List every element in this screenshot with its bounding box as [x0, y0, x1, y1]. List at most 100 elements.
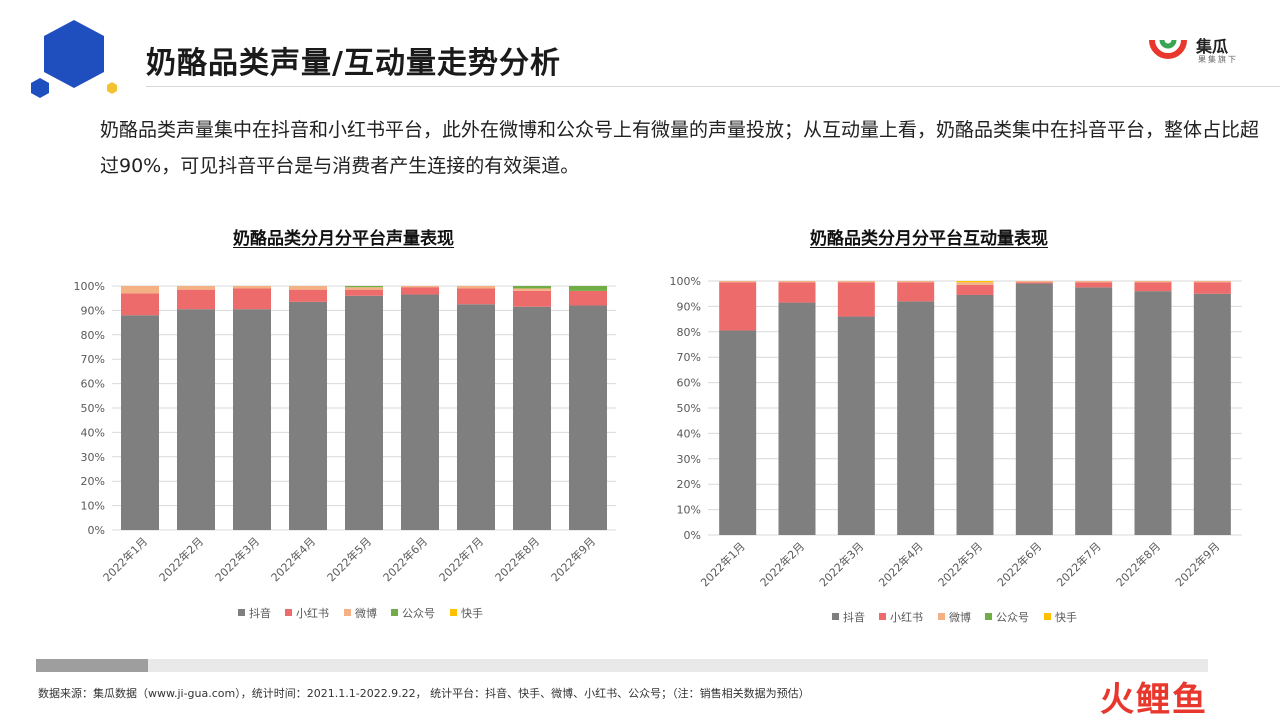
x-tick-label: 2022年6月 [380, 534, 430, 584]
bar-segment-微博 [457, 286, 495, 289]
bar-segment-抖音 [345, 295, 383, 530]
bar-segment-小红书 [719, 282, 757, 331]
bar-segment-小红书 [897, 282, 935, 302]
bar-segment-抖音 [1015, 283, 1053, 535]
bar-segment-公众号 [513, 286, 551, 289]
x-tick-label: 2022年3月 [212, 534, 262, 584]
legend-label: 微博 [949, 610, 971, 624]
y-tick-label: 60% [81, 378, 105, 391]
bar-segment-微博 [289, 286, 327, 290]
bar-segment-微博 [513, 288, 551, 291]
summary-text: 奶酪品类声量集中在抖音和小红书平台，此外在微博和公众号上有微量的声量投放；从互动… [100, 119, 1260, 177]
bar-segment-抖音 [956, 294, 994, 535]
y-tick-label: 90% [81, 304, 105, 317]
bar-segment-抖音 [289, 301, 327, 530]
footer-source: 数据来源：集瓜数据（www.ji-gua.com），统计时间：2021.1.1-… [38, 687, 810, 700]
bar-segment-抖音 [897, 301, 935, 535]
bar-segment-小红书 [1015, 282, 1053, 284]
bar-segment-微博 [121, 286, 159, 294]
page-title: 奶酪品类声量/互动量走势分析 [146, 46, 561, 81]
legend-swatch [238, 609, 245, 616]
bar-segment-小红书 [956, 284, 994, 295]
bar-segment-抖音 [778, 302, 816, 535]
bar-segment-微博 [177, 286, 215, 290]
y-tick-label: 60% [677, 377, 701, 390]
y-tick-label: 70% [81, 353, 105, 366]
bar-segment-抖音 [837, 316, 875, 535]
bar-segment-小红书 [778, 282, 816, 303]
progress-track [36, 659, 1208, 672]
bar-segment-小红书 [1193, 282, 1231, 294]
bar-segment-小红书 [1134, 282, 1172, 292]
legend-swatch [879, 613, 886, 620]
y-tick-label: 0% [88, 524, 105, 537]
bar-segment-抖音 [1134, 291, 1172, 535]
title-divider [146, 86, 1280, 87]
y-tick-label: 40% [677, 427, 701, 440]
bar-segment-抖音 [569, 305, 607, 530]
legend-label: 公众号 [402, 607, 435, 620]
bar-segment-微博 [837, 281, 875, 283]
y-tick-label: 90% [677, 300, 701, 313]
legend-label: 抖音 [249, 606, 271, 620]
legend-label: 抖音 [843, 610, 865, 624]
legend-swatch [450, 609, 457, 616]
y-tick-label: 80% [677, 326, 701, 339]
legend-label: 小红书 [296, 607, 329, 620]
y-tick-label: 50% [81, 402, 105, 415]
bar-segment-抖音 [401, 294, 439, 530]
bar-segment-小红书 [345, 289, 383, 296]
x-tick-label: 2022年2月 [757, 539, 807, 589]
bar-segment-微博 [778, 281, 816, 283]
y-tick-label: 10% [81, 500, 105, 513]
bar-segment-小红书 [837, 282, 875, 317]
chart-2-title: 奶酪品类分月分平台互动量表现 [810, 229, 1048, 249]
y-tick-label: 100% [74, 280, 105, 293]
y-tick-label: 30% [677, 453, 701, 466]
bar-segment-微博 [233, 286, 271, 289]
bar-segment-小红书 [121, 293, 159, 316]
y-tick-label: 20% [677, 478, 701, 491]
x-tick-label: 2022年5月 [935, 539, 985, 589]
bar-segment-小红书 [401, 287, 439, 295]
bar-segment-小红书 [1075, 282, 1113, 288]
y-tick-label: 70% [677, 351, 701, 364]
x-tick-label: 2022年2月 [156, 534, 206, 584]
bar-segment-抖音 [457, 304, 495, 530]
bar-segment-抖音 [1193, 293, 1231, 535]
bar-segment-微博 [897, 281, 935, 283]
legend-swatch [1044, 613, 1051, 620]
watermark-logo: 火鲤鱼 [1100, 680, 1208, 720]
legend-swatch [344, 609, 351, 616]
bar-segment-小红书 [457, 288, 495, 305]
bar-segment-抖音 [233, 309, 271, 530]
legend-label: 小红书 [890, 611, 923, 624]
bar-segment-抖音 [513, 306, 551, 530]
bar-segment-小红书 [569, 290, 607, 306]
x-tick-label: 2022年8月 [1113, 539, 1163, 589]
bar-segment-抖音 [719, 330, 757, 535]
x-tick-label: 2022年9月 [1172, 539, 1222, 589]
y-tick-label: 30% [81, 451, 105, 464]
legend-label: 微博 [355, 606, 377, 620]
bar-segment-微博 [345, 287, 383, 290]
brand-name: 集瓜 [1196, 37, 1229, 56]
x-tick-label: 2022年4月 [268, 534, 318, 584]
x-tick-label: 2022年6月 [994, 539, 1044, 589]
legend-label: 公众号 [996, 611, 1029, 624]
bar-segment-抖音 [121, 315, 159, 530]
chart-1-title: 奶酪品类分月分平台声量表现 [233, 229, 454, 249]
x-tick-label: 2022年5月 [324, 534, 374, 584]
progress-fill [36, 659, 148, 672]
bar-segment-公众号 [345, 286, 383, 288]
legend-label: 快手 [461, 606, 483, 620]
bar-segment-抖音 [1075, 287, 1113, 535]
hexagon-decoration [31, 20, 117, 98]
x-tick-label: 2022年1月 [698, 539, 748, 589]
y-tick-label: 20% [81, 475, 105, 488]
y-tick-label: 10% [677, 504, 701, 517]
y-tick-label: 50% [677, 402, 701, 415]
bar-segment-微博 [1134, 281, 1172, 283]
bar-segment-微博 [956, 282, 994, 285]
bar-segment-小红书 [233, 288, 271, 310]
